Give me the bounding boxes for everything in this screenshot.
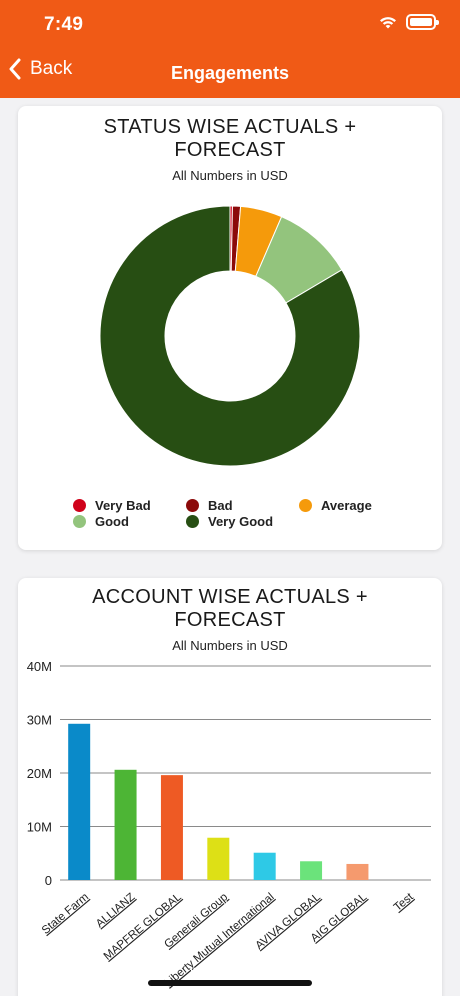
page-title: Engagements xyxy=(170,63,290,83)
back-label: Back xyxy=(30,58,73,79)
legend-label: Very Good xyxy=(208,514,274,529)
bar-aig-global[interactable] xyxy=(346,863,369,880)
status-donut-chart xyxy=(99,205,361,467)
wifi-icon xyxy=(380,17,396,29)
bar-generali-group[interactable] xyxy=(207,837,230,880)
account-chart-subtitle: All Numbers in USD xyxy=(172,638,288,653)
status-time: 7:49 xyxy=(44,14,84,35)
y-tick-label: 10M xyxy=(27,820,52,835)
legend-item-average[interactable]: Average xyxy=(299,498,372,513)
x-tick-label[interactable]: Test xyxy=(392,891,416,914)
bar-allianz[interactable] xyxy=(114,769,137,880)
legend-label: Average xyxy=(321,498,372,513)
account-chart-card: ACCOUNT WISE ACTUALS + FORECAST All Numb… xyxy=(18,578,442,996)
legend-dot xyxy=(73,515,86,528)
bar-liberty-mutual-international[interactable] xyxy=(253,852,276,880)
status-chart-card: STATUS WISE ACTUALS + FORECAST All Numbe… xyxy=(18,106,442,550)
x-tick-label[interactable]: State Farm xyxy=(40,891,91,937)
legend-label: Good xyxy=(95,514,129,529)
nav-header: 7:49 Back Engagements xyxy=(0,0,460,98)
legend-dot xyxy=(73,499,86,512)
legend-item-very-bad[interactable]: Very Bad xyxy=(73,498,151,513)
donut-slice-very-good[interactable] xyxy=(99,205,361,467)
legend-label: Bad xyxy=(208,498,233,513)
y-tick-label: 20M xyxy=(27,766,52,781)
legend-item-very-good[interactable]: Very Good xyxy=(186,514,273,529)
bar-aviva-global[interactable] xyxy=(300,861,323,880)
account-chart-title: ACCOUNT WISE ACTUALS + FORECAST xyxy=(92,586,368,631)
bar-state-farm[interactable] xyxy=(68,723,91,880)
y-tick-label: 0 xyxy=(45,873,52,888)
y-tick-label: 30M xyxy=(27,713,52,728)
x-tick-label[interactable]: ALLIANZ xyxy=(94,891,137,930)
bar-mapfre-global[interactable] xyxy=(160,775,183,880)
chevron-left-icon xyxy=(9,58,21,80)
battery-icon xyxy=(406,14,439,30)
legend-item-bad[interactable]: Bad xyxy=(186,498,233,513)
x-tick-label[interactable]: MAPFRE GLOBAL xyxy=(102,891,185,963)
y-tick-label: 40M xyxy=(27,659,52,674)
status-chart-title: STATUS WISE ACTUALS + FORECAST xyxy=(103,116,357,161)
home-indicator xyxy=(148,980,312,986)
legend-item-good[interactable]: Good xyxy=(73,514,129,529)
legend-dot xyxy=(186,515,199,528)
legend-label: Very Bad xyxy=(95,498,151,513)
back-button[interactable]: Back xyxy=(8,58,72,80)
legend-dot xyxy=(186,499,199,512)
legend-dot xyxy=(299,499,312,512)
status-chart-subtitle: All Numbers in USD xyxy=(172,168,288,183)
status-icons xyxy=(378,14,439,30)
